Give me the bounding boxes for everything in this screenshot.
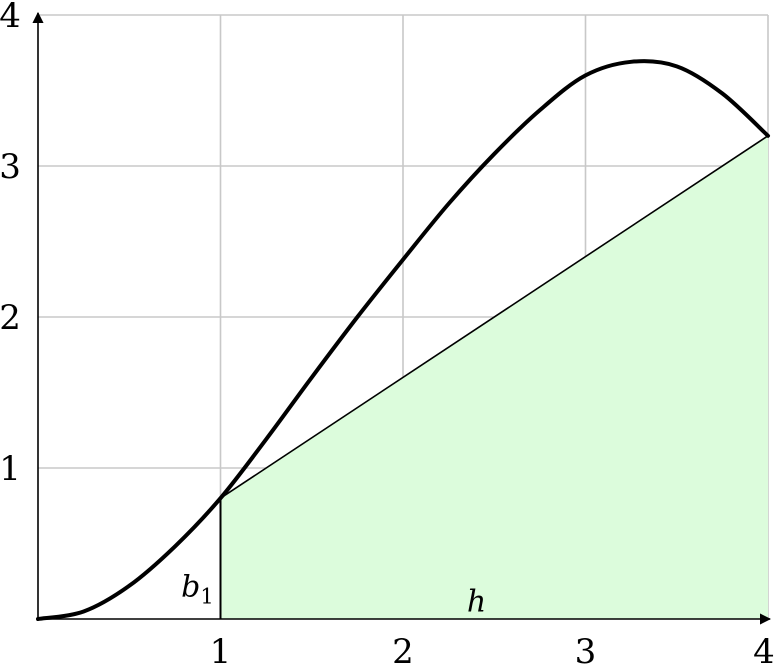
shaded-region <box>220 135 768 620</box>
y-tick-label-4: 4 <box>0 0 21 36</box>
annotation-h: h <box>467 584 486 619</box>
y-tick-labels: 1 2 3 4 <box>0 0 21 489</box>
secant-line <box>220 135 769 499</box>
x-tick-label-3: 3 <box>575 632 597 666</box>
annotation-b1: b1 <box>181 569 214 608</box>
y-tick-label-3: 3 <box>0 147 21 187</box>
x-tick-label-1: 1 <box>210 632 232 666</box>
annotation-b1-base: b <box>181 569 200 604</box>
y-tick-label-1: 1 <box>0 449 21 489</box>
x-tick-labels: 1 2 3 4 <box>210 632 775 666</box>
x-tick-label-4: 4 <box>753 632 775 666</box>
x-tick-label-2: 2 <box>392 632 414 666</box>
y-tick-label-2: 2 <box>0 298 21 338</box>
annotation-b1-subscript: 1 <box>200 584 213 608</box>
curve-line <box>36 59 770 621</box>
